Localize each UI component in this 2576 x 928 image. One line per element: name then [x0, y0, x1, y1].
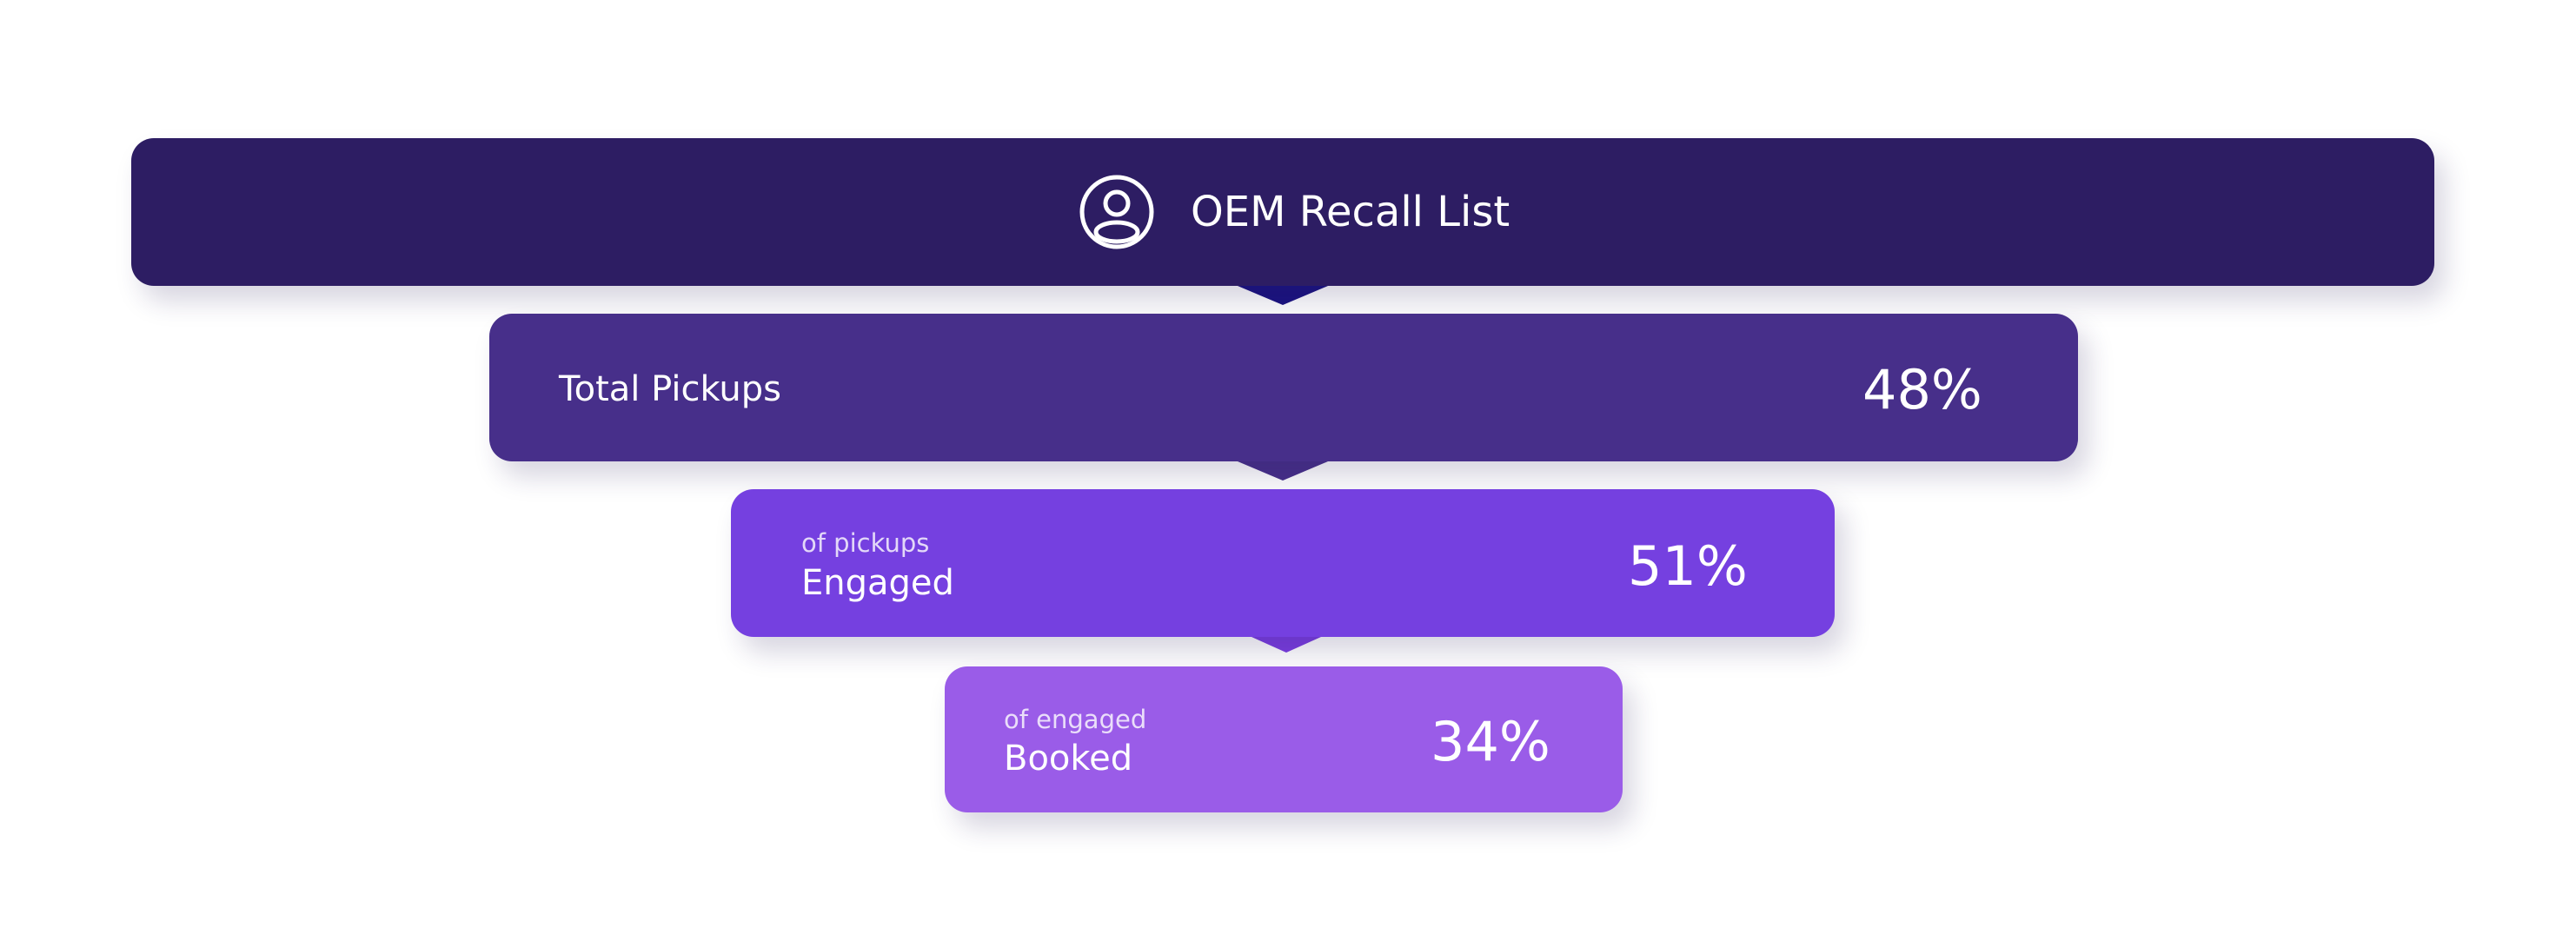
user-icon: [1079, 175, 1154, 249]
stage-sublabel: of pickups: [801, 528, 930, 558]
connector: [1238, 286, 1328, 305]
connector: [1238, 461, 1328, 481]
stage-bar: [731, 489, 1835, 637]
stage-bar: [489, 314, 2078, 461]
stage-bar: [945, 666, 1623, 812]
stage-value: 51%: [1628, 534, 1748, 598]
stage-label: Engaged: [801, 563, 954, 603]
source-bar: [131, 138, 2434, 286]
stage-sublabel: of engaged: [1004, 705, 1147, 734]
stage-label: Booked: [1004, 739, 1133, 779]
connector: [1251, 637, 1321, 653]
stage-value: 48%: [1862, 358, 1982, 421]
stage-value: 34%: [1431, 710, 1550, 773]
title: OEM Recall List: [1191, 188, 1510, 236]
stage-label: Total Pickups: [559, 369, 781, 409]
